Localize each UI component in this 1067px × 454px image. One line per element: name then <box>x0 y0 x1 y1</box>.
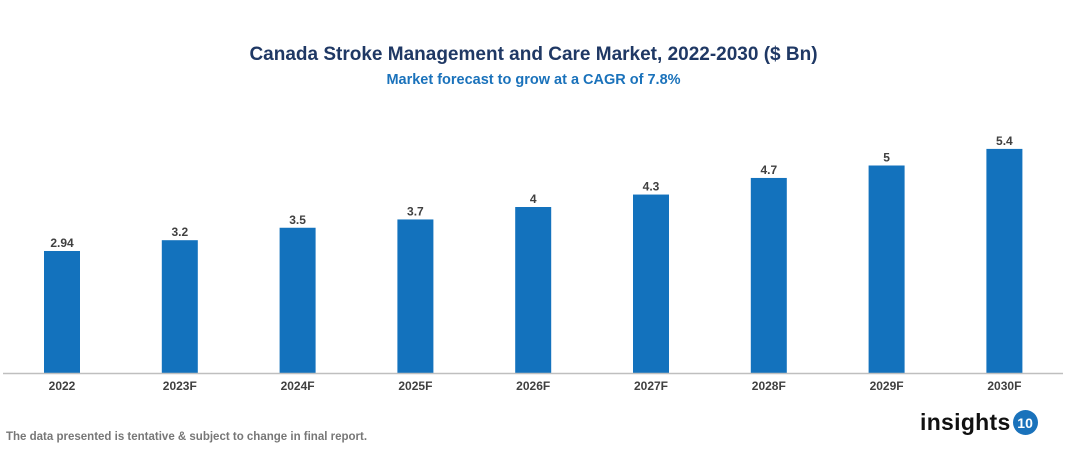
bar <box>868 165 905 373</box>
x-tick-label: 2025F <box>398 379 432 393</box>
data-label: 4.3 <box>643 180 660 194</box>
insights10-logo: insights 10 <box>920 409 1038 436</box>
x-tick-label: 2028F <box>752 379 786 393</box>
bar <box>986 148 1023 373</box>
data-label: 4 <box>530 192 537 206</box>
x-tick-label: 2022 <box>49 379 76 393</box>
bar <box>397 219 434 373</box>
x-tick-label: 2024F <box>281 379 315 393</box>
bar <box>44 250 80 373</box>
data-label: 3.2 <box>171 225 188 239</box>
x-tick-label: 2027F <box>634 379 668 393</box>
chart-subtitle: Market forecast to grow at a CAGR of 7.8… <box>386 72 681 88</box>
x-tick-label: 2029F <box>870 379 904 393</box>
x-tick-label: 2023F <box>163 379 197 393</box>
data-label: 3.5 <box>289 213 306 227</box>
data-label: 5.4 <box>996 134 1013 148</box>
logo-text: insights <box>920 409 1011 435</box>
bar <box>633 194 669 373</box>
data-label: 3.7 <box>407 204 424 218</box>
footnote: The data presented is tentative & subjec… <box>6 431 368 443</box>
bar <box>161 240 198 373</box>
x-tick-label: 2030F <box>987 379 1021 393</box>
bar <box>279 227 316 373</box>
x-tick-label: 2026F <box>516 379 550 393</box>
bar <box>750 177 787 373</box>
data-label: 2.94 <box>50 236 74 250</box>
data-label: 4.7 <box>760 163 777 177</box>
bar <box>515 207 552 373</box>
chart-title: Canada Stroke Management and Care Market… <box>249 44 818 65</box>
data-label: 5 <box>883 151 890 165</box>
logo-badge: 10 <box>1012 410 1038 435</box>
